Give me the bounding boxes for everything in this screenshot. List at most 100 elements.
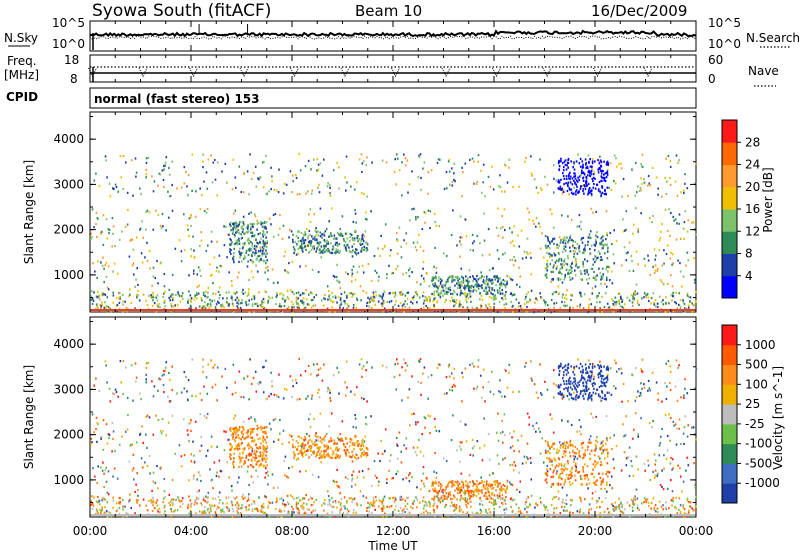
range-cell <box>640 177 642 180</box>
range-cell <box>163 391 165 394</box>
range-cell <box>191 394 193 397</box>
range-cell <box>579 157 582 160</box>
range-cell <box>674 385 677 388</box>
range-cell <box>494 278 496 281</box>
range-cell <box>565 175 568 178</box>
range-cell <box>298 357 300 361</box>
range-cell <box>351 255 354 258</box>
range-cell <box>190 216 192 219</box>
range-cell <box>655 459 657 462</box>
range-cell <box>335 455 337 458</box>
range-cell <box>669 310 671 313</box>
range-cell <box>461 400 463 403</box>
range-cell <box>345 454 348 457</box>
range-cell <box>594 160 596 163</box>
range-cell <box>615 239 618 243</box>
range-cell <box>471 157 474 160</box>
range-cell <box>249 222 252 226</box>
range-cell <box>606 302 609 305</box>
range-cell <box>200 479 202 483</box>
range-cell <box>533 222 535 225</box>
range-cell <box>643 296 645 299</box>
range-cell <box>189 294 192 297</box>
range-cell <box>260 510 263 513</box>
range-cell <box>356 181 358 184</box>
range-cell <box>373 296 376 299</box>
range-cell <box>448 288 450 291</box>
range-cell <box>643 181 646 184</box>
range-cell <box>661 469 663 472</box>
range-cell <box>643 383 645 386</box>
range-cell <box>416 281 418 284</box>
range-cell <box>147 156 150 159</box>
range-cell <box>503 303 505 306</box>
range-cell <box>350 390 352 393</box>
range-cell <box>200 274 202 278</box>
range-cell <box>375 294 378 297</box>
range-cell <box>363 192 365 196</box>
range-cell <box>186 193 189 196</box>
range-cell <box>446 483 449 486</box>
range-cell <box>560 160 562 163</box>
range-cell <box>608 266 611 269</box>
range-cell <box>265 267 267 270</box>
range-cell <box>511 445 514 448</box>
nsky-line <box>89 29 697 38</box>
range-cell <box>396 238 398 241</box>
range-cell <box>539 292 541 295</box>
range-cell <box>501 190 503 193</box>
range-cell <box>637 185 639 188</box>
range-cell <box>592 211 594 214</box>
range-cell <box>574 259 577 262</box>
range-cell <box>673 219 675 222</box>
range-cell <box>337 231 339 235</box>
range-cell <box>273 393 276 396</box>
range-cell <box>638 508 640 511</box>
range-cell <box>351 238 354 241</box>
range-cell <box>211 299 213 302</box>
range-cell <box>477 483 480 486</box>
range-cell <box>418 154 420 157</box>
range-cell <box>126 223 129 226</box>
range-cell <box>235 186 237 189</box>
range-cell <box>432 299 435 303</box>
range-cell <box>351 280 353 283</box>
range-cell <box>420 381 422 384</box>
range-cell <box>433 212 436 215</box>
range-cell <box>261 457 263 460</box>
range-cell <box>229 223 231 226</box>
range-cell <box>95 223 97 226</box>
range-cell <box>415 454 418 457</box>
range-cell <box>214 383 217 386</box>
range-cell <box>534 506 536 509</box>
range-cell <box>358 363 361 366</box>
range-cell <box>190 297 193 300</box>
range-cell <box>259 232 261 235</box>
range-cell <box>561 300 563 304</box>
range-cell <box>596 236 599 239</box>
range-cell <box>403 153 405 156</box>
range-cell <box>280 292 283 295</box>
range-cell <box>338 187 340 190</box>
range-cell <box>295 235 298 238</box>
range-cell <box>372 295 375 298</box>
range-cell <box>282 224 285 227</box>
range-cell <box>672 310 675 313</box>
range-cell <box>141 466 144 469</box>
range-cell <box>112 294 115 297</box>
range-cell <box>488 474 491 477</box>
range-cell <box>183 371 186 374</box>
range-cell <box>601 191 604 194</box>
range-cell <box>133 273 135 276</box>
range-cell <box>336 468 338 471</box>
range-cell <box>100 232 102 235</box>
range-cell <box>312 298 314 302</box>
range-cell <box>305 265 307 268</box>
range-cell <box>371 298 373 302</box>
range-cell <box>451 482 453 485</box>
range-cell <box>242 288 244 291</box>
range-cell <box>454 180 456 183</box>
range-cell <box>500 485 503 488</box>
range-cell <box>151 304 154 307</box>
range-cell <box>301 445 303 448</box>
